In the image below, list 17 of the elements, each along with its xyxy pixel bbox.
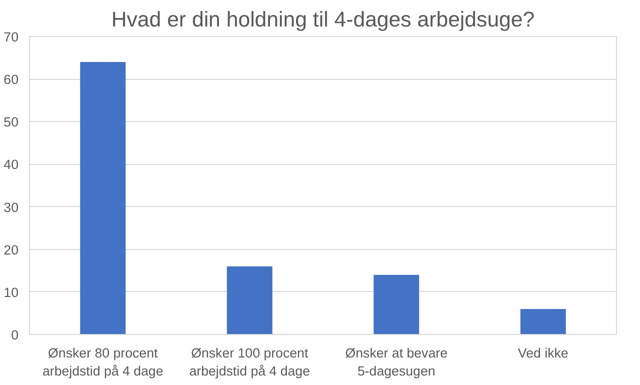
bar [374, 274, 420, 334]
y-tick-label: 70 [4, 30, 19, 44]
y-tick-label: 30 [4, 200, 19, 215]
y-tick-label: 60 [4, 72, 19, 88]
bar [80, 62, 126, 334]
x-tick-label: Ønsker at bevare 5-dagesugen [345, 346, 448, 378]
chart-title: Hvad er din holdning til 4-dages arbejdsuge? [111, 8, 535, 32]
bar [520, 308, 566, 334]
x-tick-label: Ønsker 100 procent arbejdstid på 4 dage [189, 346, 310, 378]
y-tick-label: 50 [4, 114, 19, 130]
y-tick-label: 0 [11, 328, 19, 342]
y-tick-label: 20 [4, 242, 19, 258]
y-tick-label: 10 [4, 284, 19, 300]
y-tick-label: 40 [4, 157, 19, 172]
x-tick-label: Ønsker 80 procent arbejdstid på 4 dage [42, 346, 164, 378]
x-tick-label: Ved ikke [518, 346, 568, 360]
bar [226, 266, 272, 334]
